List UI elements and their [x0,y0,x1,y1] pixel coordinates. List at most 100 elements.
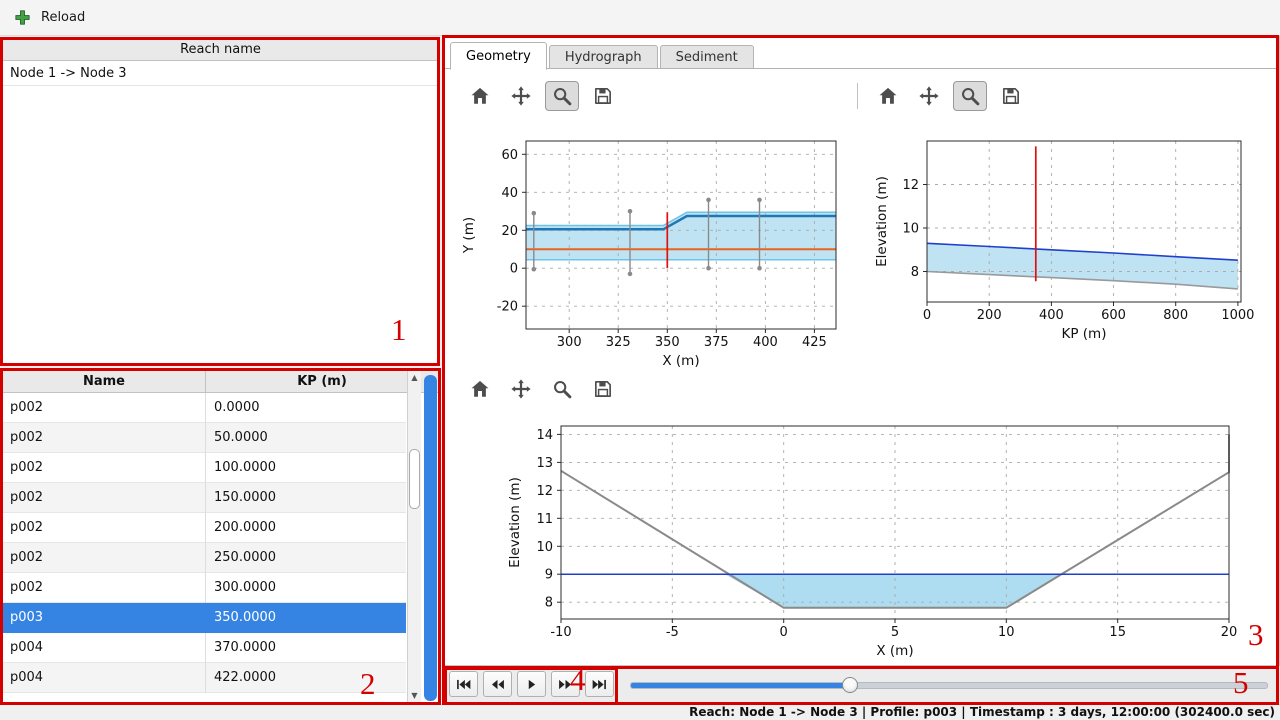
water-band-fill [927,243,1238,289]
plot-panel: Geometry Hydrograph Sediment 300 325 350 375 4… [443,36,1280,666]
cell-kp: 150.0000 [214,490,277,505]
svg-text:0: 0 [780,625,788,640]
svg-text:1000: 1000 [1221,308,1254,323]
top-toolbar: Reload [0,0,1280,36]
skip-end-icon [592,679,607,690]
svg-text:Elevation (m): Elevation (m) [874,176,890,267]
zoom-icon[interactable] [545,374,579,404]
cell-name: p003 [10,610,44,625]
svg-text:8: 8 [911,265,919,280]
svg-text:12: 12 [536,484,553,499]
panel-scrollbar-thumb[interactable] [424,375,437,701]
zoom-icon[interactable] [545,81,579,111]
cell-name: p004 [3,663,206,693]
plan-view-toolbar [463,81,620,111]
cell-name: p002 [3,453,206,483]
table-header-row: Name KP (m) [3,371,438,393]
zoom-icon[interactable] [953,81,987,111]
cell-kp: 100.0000 [214,460,277,475]
svg-text:-10: -10 [550,625,571,640]
tab-sediment[interactable]: Sediment [659,45,754,69]
pan-icon[interactable] [504,81,538,111]
tabbar-baseline [444,68,1279,69]
table-row[interactable]: p002 150.0000 [3,483,406,513]
cross-section-chart: -10 -5 0 5 10 15 20 8 9 10 11 12 13 14 X (m) Elevation … [507,425,1238,659]
play-button[interactable] [517,671,546,697]
reach-panel-header: Reach name [3,39,438,61]
table-row[interactable]: p004 422.0000 [3,663,406,693]
reload-button[interactable]: Reload [14,9,85,26]
svg-text:425: 425 [802,335,827,350]
play-icon [524,679,539,690]
tab-geometry[interactable]: Geometry [450,42,547,70]
svg-text:350: 350 [655,335,680,350]
skip-start-button[interactable] [449,671,478,697]
svg-text:KP (m): KP (m) [1062,326,1107,342]
time-slider[interactable] [630,677,1268,693]
svg-text:20: 20 [501,224,518,239]
skip-start-icon [456,679,471,690]
water-area-fill [724,574,1061,608]
rewind-button[interactable] [483,671,512,697]
pan-icon[interactable] [912,81,946,111]
table-row[interactable]: p002 50.0000 [3,423,406,453]
cell-kp: 250.0000 [214,550,277,565]
svg-text:-20: -20 [497,300,518,315]
home-icon[interactable] [871,81,905,111]
svg-text:0: 0 [923,308,931,323]
svg-text:20: 20 [1221,625,1238,640]
reach-panel: Reach name Node 1 -> Node 3 [2,38,439,365]
tab-hydrograph[interactable]: Hydrograph [548,45,658,69]
save-icon[interactable] [994,81,1028,111]
table-scrollbar[interactable]: ▲ ▼ [407,371,421,703]
svg-text:10: 10 [536,540,553,555]
svg-text:0: 0 [510,262,518,277]
table-row[interactable]: p002 300.0000 [3,573,406,603]
svg-text:14: 14 [536,428,553,443]
skip-end-button[interactable] [585,671,614,697]
cross-section-toolbar [463,374,620,404]
status-text: Reach: Node 1 -> Node 3 | Profile: p003 … [689,705,1275,719]
slider-fill [631,683,851,688]
long-profile-chart: 0 200 400 600 800 1000 8 10 12 KP (m) Elevation (m… [874,140,1254,342]
reach-list-item[interactable]: Node 1 -> Node 3 [3,61,438,86]
band-top-edge [526,211,836,227]
table-row[interactable]: p002 100.0000 [3,453,406,483]
svg-text:400: 400 [753,335,778,350]
svg-text:10: 10 [998,625,1015,640]
channel-band-fill [526,212,836,260]
home-icon[interactable] [463,374,497,404]
save-icon[interactable] [586,374,620,404]
cell-name: p002 [3,543,206,573]
fast-forward-button[interactable] [551,671,580,697]
timeline-controls [443,666,1280,704]
fast-forward-icon [558,679,573,690]
svg-text:600: 600 [1101,308,1126,323]
column-header-kp[interactable]: KP (m) [297,374,347,389]
scroll-up-arrow-icon[interactable]: ▲ [411,373,418,382]
save-icon[interactable] [586,81,620,111]
svg-text:Y (m): Y (m) [461,217,477,254]
water-level-line [926,242,1238,261]
slider-handle[interactable] [842,677,859,693]
bed-level-line [926,270,1238,290]
table-row[interactable]: p002 250.0000 [3,543,406,573]
table-row[interactable]: p002 0.0000 [3,393,406,423]
svg-text:X (m): X (m) [876,643,913,659]
column-header-name[interactable]: Name [3,371,206,392]
home-icon[interactable] [463,81,497,111]
cell-name: p002 [3,483,206,513]
table-row[interactable]: p004 370.0000 [3,633,406,663]
scroll-down-arrow-icon[interactable]: ▼ [411,691,418,700]
plan-view-chart: 300 325 350 375 400 425 -20 0 20 40 60 X (m) Y (m) [461,140,837,369]
cell-kp: 350.0000 [214,610,277,625]
table-row[interactable]: p002 200.0000 [3,513,406,543]
slider-track[interactable] [630,682,1268,689]
cell-kp: 300.0000 [214,580,277,595]
table-row[interactable]: p003 350.0000 [3,603,406,633]
pan-icon[interactable] [504,374,538,404]
table-scrollbar-thumb[interactable] [409,449,420,509]
status-bar: Reach: Node 1 -> Node 3 | Profile: p003 … [0,704,1280,720]
svg-text:40: 40 [501,186,518,201]
bank-line [526,214,836,231]
